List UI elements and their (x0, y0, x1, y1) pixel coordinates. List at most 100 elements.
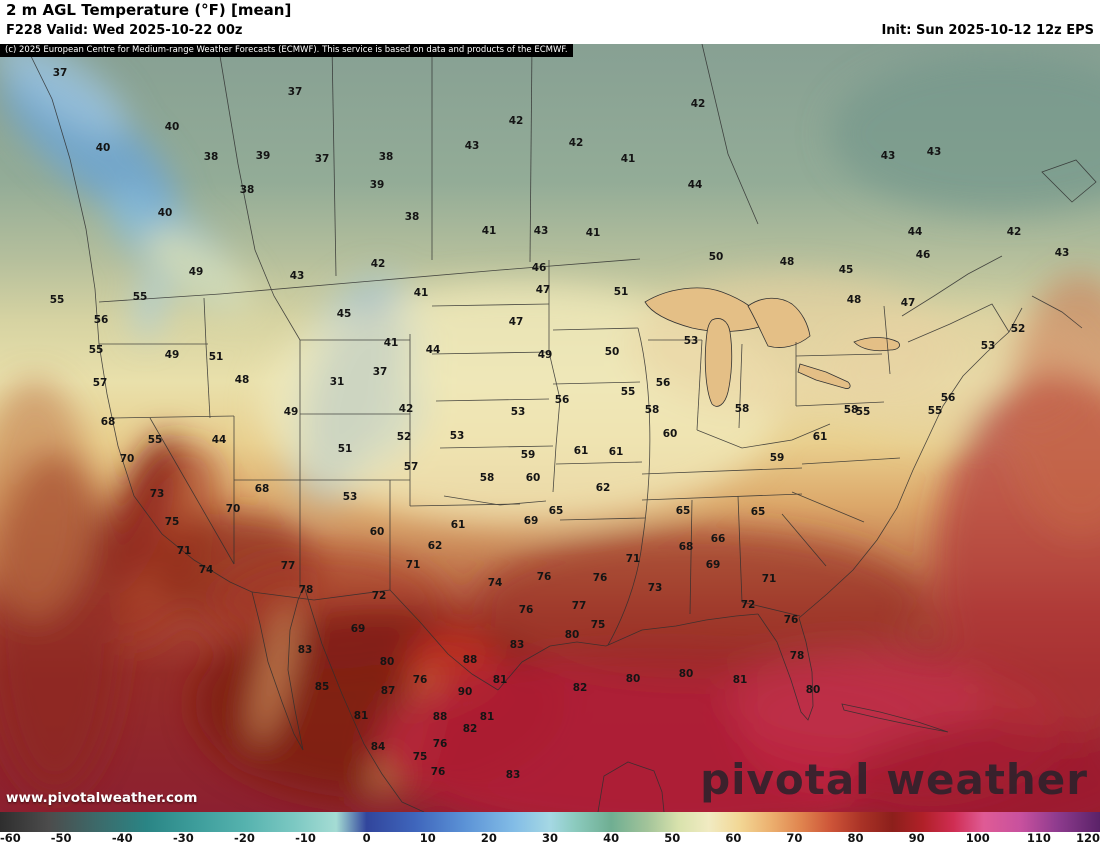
temp-label: 83 (505, 769, 521, 781)
colorbar-tick-label: 120 (1075, 831, 1100, 845)
temp-label: 55 (927, 405, 943, 417)
temp-label: 73 (647, 582, 663, 594)
state-border-ar-la (559, 517, 646, 521)
temp-label: 37 (372, 366, 388, 378)
temp-label: 47 (508, 316, 524, 328)
province-border-on-qc (701, 44, 759, 225)
temp-label: 56 (940, 392, 956, 404)
state-border-nd-sd (431, 303, 550, 307)
great-lakes-layer (644, 287, 900, 407)
temp-label: 88 (462, 654, 478, 666)
temp-label: 77 (571, 600, 587, 612)
temp-label: 53 (683, 335, 699, 347)
state-border-sd-ne (431, 351, 550, 355)
state-border-mn-ia (552, 327, 639, 331)
temp-label: 43 (880, 150, 896, 162)
temp-label: 43 (1054, 247, 1070, 259)
newfoundland-outline (1041, 159, 1097, 203)
temp-label: 81 (479, 711, 495, 723)
temp-label: 72 (371, 590, 387, 602)
temp-label: 43 (533, 225, 549, 237)
temp-label: 51 (208, 351, 224, 363)
temp-label: 55 (855, 406, 871, 418)
mississippi-river (607, 327, 651, 646)
state-border-va-nc (801, 457, 901, 465)
province-border-ab-sk (331, 44, 337, 277)
temp-label: 46 (915, 249, 931, 261)
state-border-wa-id (203, 297, 207, 345)
temp-label: 42 (568, 137, 584, 149)
temp-label: 60 (525, 472, 541, 484)
temp-label: 44 (425, 344, 441, 356)
state-border-or-ca (111, 415, 235, 419)
temp-label: 81 (353, 710, 369, 722)
temp-label: 61 (573, 445, 589, 457)
mexico-west-coast (303, 585, 425, 812)
temp-label: 70 (225, 503, 241, 515)
lake-michigan (704, 318, 733, 407)
st-lawrence-river (901, 255, 1003, 317)
colorbar-tick-label: 80 (847, 831, 864, 845)
province-border-bc-ab (217, 44, 256, 251)
colorbar-tick-label: 60 (725, 831, 742, 845)
temp-label: 37 (314, 153, 330, 165)
colorbar-tick-label: -50 (50, 831, 72, 845)
temp-label: 56 (93, 314, 109, 326)
map-title: 2 m AGL Temperature (°F) [mean] (6, 1, 292, 19)
province-border-mb-on (529, 44, 533, 263)
temp-label: 55 (132, 291, 148, 303)
temp-label: 83 (509, 639, 525, 651)
pivotal-weather-logo: pivotal weather (700, 755, 1088, 804)
temp-label: 55 (49, 294, 65, 306)
temp-label: 75 (164, 516, 180, 528)
temp-label: 49 (537, 349, 553, 361)
state-border-mt-id (254, 249, 301, 341)
temp-label: 60 (369, 526, 385, 538)
temp-label: 60 (662, 428, 678, 440)
temp-label: 55 (88, 344, 104, 356)
northeast-border (907, 303, 1010, 343)
state-border-il-in (696, 339, 703, 431)
model-init-time: Init: Sun 2025-10-12 12z EPS (881, 23, 1094, 38)
temp-label: 55 (620, 386, 636, 398)
temp-label: 75 (412, 751, 428, 763)
weather-map-canvas[interactable]: 37 40 40 37 38 39 37 38 39 38 40 38 43 42 42 41 44 42 41 43… (0, 44, 1100, 812)
state-border-ks-ok (439, 445, 554, 449)
temp-label: 77 (280, 560, 296, 572)
state-border-or-id (205, 343, 211, 419)
temp-label: 40 (95, 142, 111, 154)
temp-label: 58 (479, 472, 495, 484)
lake-huron (747, 297, 811, 348)
temp-label: 47 (535, 284, 551, 296)
colorbar-tick-label: 10 (419, 831, 436, 845)
temp-label: 66 (710, 533, 726, 545)
temp-label: 49 (164, 349, 180, 361)
colorbar-tick-label: -30 (172, 831, 194, 845)
temp-label: 75 (590, 619, 606, 631)
maritimes-coast (1031, 295, 1083, 329)
temp-label: 84 (370, 741, 386, 753)
temp-label: 48 (779, 256, 795, 268)
colorbar-tick-label: 0 (362, 831, 371, 845)
temp-label: 44 (211, 434, 227, 446)
lake-erie (797, 363, 851, 389)
cuba-outline (841, 703, 949, 733)
temp-label: 71 (405, 559, 421, 571)
temp-label: 69 (705, 559, 721, 571)
temp-label: 80 (678, 668, 694, 680)
temp-label: 68 (254, 483, 270, 495)
atlantic-coastline (798, 307, 1023, 619)
temp-label: 56 (655, 377, 671, 389)
state-border-ok-tx (443, 495, 547, 506)
colorbar-tick-label: 110 (1026, 831, 1051, 845)
temp-label: 76 (536, 571, 552, 583)
temp-label: 53 (510, 406, 526, 418)
ecmwf-attribution: (c) 2025 European Centre for Medium-rang… (0, 44, 573, 57)
temp-label: 76 (430, 766, 446, 778)
temp-label: 41 (481, 225, 497, 237)
temperature-field-layer (0, 44, 1100, 812)
temp-label: 43 (926, 146, 942, 158)
temp-label: 90 (457, 686, 473, 698)
state-border-ok-panhandle (409, 480, 521, 507)
temp-label: 39 (255, 150, 271, 162)
